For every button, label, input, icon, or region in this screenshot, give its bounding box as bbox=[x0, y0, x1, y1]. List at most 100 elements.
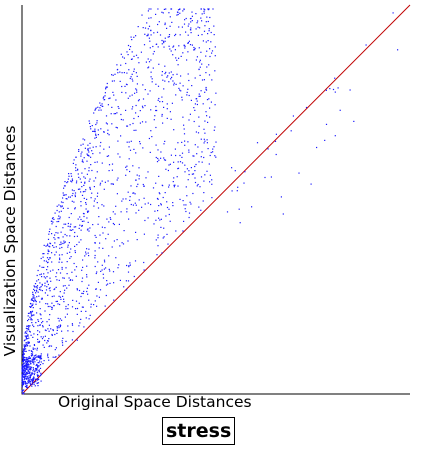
scatter-point bbox=[167, 36, 169, 38]
scatter-point bbox=[157, 198, 159, 200]
scatter-point bbox=[33, 359, 35, 361]
scatter-point bbox=[209, 154, 211, 157]
scatter-point bbox=[157, 157, 159, 160]
scatter-point bbox=[87, 210, 90, 212]
scatter-point bbox=[280, 196, 282, 198]
scatter-point bbox=[183, 124, 185, 126]
scatter-point bbox=[62, 344, 64, 346]
scatter-point bbox=[104, 95, 106, 97]
scatter-point bbox=[25, 374, 27, 376]
scatter-point bbox=[159, 34, 162, 36]
scatter-point bbox=[103, 148, 105, 150]
scatter-point bbox=[203, 138, 205, 140]
scatter-point bbox=[134, 260, 137, 262]
scatter-point bbox=[127, 280, 130, 282]
scatter-point bbox=[132, 165, 134, 167]
scatter-point bbox=[33, 344, 35, 346]
scatter-point bbox=[92, 153, 94, 155]
scatter-point bbox=[61, 319, 63, 321]
scatter-point bbox=[207, 9, 210, 11]
scatter-point bbox=[32, 291, 34, 293]
scatter-point bbox=[202, 200, 204, 202]
scatter-point bbox=[136, 174, 138, 176]
scatter-point bbox=[134, 92, 136, 94]
scatter-point bbox=[135, 204, 137, 206]
scatter-point bbox=[191, 11, 193, 13]
scatter-point bbox=[86, 265, 88, 267]
scatter-point bbox=[95, 236, 97, 238]
scatter-point bbox=[47, 340, 49, 342]
scatter-point bbox=[87, 293, 89, 295]
scatter-point bbox=[88, 284, 90, 286]
scatter-point bbox=[166, 233, 168, 235]
scatter-point bbox=[175, 57, 177, 59]
scatter-point bbox=[107, 233, 109, 235]
scatter-point bbox=[88, 120, 90, 122]
scatter-point bbox=[213, 146, 215, 148]
scatter-point bbox=[131, 73, 133, 75]
scatter-point bbox=[34, 286, 36, 288]
scatter-point bbox=[96, 161, 98, 163]
scatter-point bbox=[37, 382, 40, 384]
scatter-point bbox=[197, 146, 199, 148]
scatter-point bbox=[77, 168, 79, 170]
scatter-point bbox=[58, 220, 60, 223]
scatter-point bbox=[194, 181, 197, 184]
scatter-point bbox=[175, 33, 177, 35]
scatter-point bbox=[75, 182, 78, 184]
scatter-point bbox=[55, 356, 57, 358]
scatter-point bbox=[48, 258, 50, 261]
scatter-point bbox=[237, 186, 239, 188]
scatter-point bbox=[179, 34, 181, 36]
scatter-point bbox=[210, 41, 212, 43]
scatter-point bbox=[27, 358, 29, 361]
scatter-point bbox=[39, 301, 41, 303]
scatter-point bbox=[38, 369, 40, 371]
scatter-point bbox=[104, 92, 106, 94]
scatter-point bbox=[157, 210, 159, 212]
scatter-point bbox=[28, 325, 30, 327]
scatter-point bbox=[184, 47, 186, 49]
scatter-point bbox=[71, 178, 73, 180]
scatter-point bbox=[274, 140, 277, 142]
scatter-point bbox=[183, 8, 185, 10]
scatter-point bbox=[43, 260, 45, 262]
scatter-point bbox=[24, 370, 26, 372]
scatter-point bbox=[88, 255, 90, 257]
scatter-point bbox=[45, 289, 48, 291]
scatter-point bbox=[22, 348, 24, 350]
scatter-point bbox=[73, 226, 75, 228]
scatter-point bbox=[77, 169, 79, 171]
scatter-point bbox=[212, 148, 214, 150]
scatter-point bbox=[270, 176, 272, 178]
scatter-point bbox=[61, 340, 63, 342]
scatter-point bbox=[88, 155, 90, 157]
scatter-point bbox=[141, 14, 143, 16]
scatter-point bbox=[40, 318, 42, 320]
scatter-point bbox=[99, 107, 101, 109]
scatter-point bbox=[28, 377, 30, 379]
scatter-point bbox=[135, 104, 137, 107]
scatter-point bbox=[87, 154, 89, 156]
scatter-point bbox=[46, 276, 48, 278]
scatter-point bbox=[24, 385, 27, 388]
scatter-point bbox=[187, 141, 189, 143]
scatter-point bbox=[195, 28, 197, 30]
scatter-point bbox=[212, 8, 214, 10]
scatter-point bbox=[47, 283, 49, 286]
scatter-point bbox=[72, 162, 74, 164]
scatter-point bbox=[181, 156, 183, 158]
scatter-point bbox=[32, 299, 34, 301]
scatter-point bbox=[22, 381, 24, 383]
scatter-point bbox=[51, 306, 53, 308]
scatter-point bbox=[199, 59, 201, 61]
scatter-point bbox=[40, 374, 42, 376]
scatter-point bbox=[40, 355, 42, 357]
scatter-point bbox=[81, 194, 84, 196]
scatter-point bbox=[27, 365, 29, 367]
scatter-point bbox=[316, 146, 318, 149]
scatter-point bbox=[156, 43, 158, 45]
scatter-point bbox=[113, 282, 115, 284]
scatter-point bbox=[26, 384, 28, 387]
scatter-point bbox=[135, 231, 137, 233]
